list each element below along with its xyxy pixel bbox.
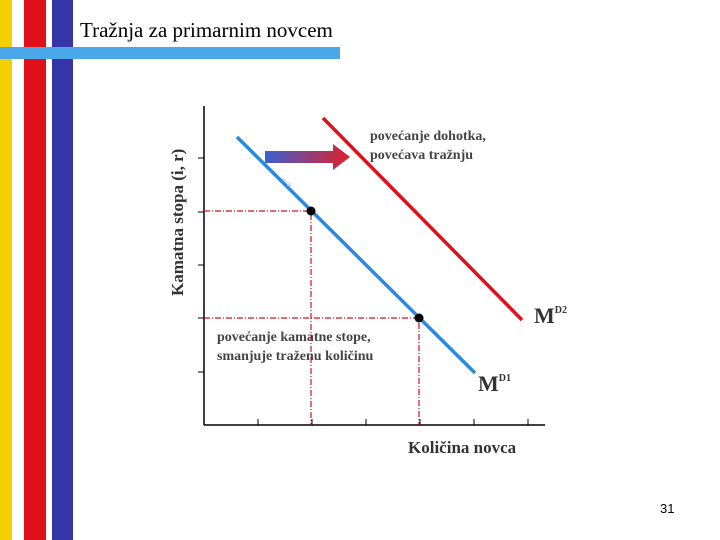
title-bar (0, 47, 340, 59)
slope-arrow: → (274, 165, 304, 195)
curve-label: MD2 (534, 303, 567, 328)
curve-label-main: M (534, 303, 555, 328)
page-number: 31 (660, 501, 674, 516)
x-axis-label: Količina novca (408, 438, 517, 457)
diagram: → Kamatna stopa (i, r) Količina novca po… (168, 106, 567, 457)
curve-md1 (235, 135, 477, 375)
rate-note-line: smanjuje traženu količinu (217, 349, 374, 364)
point (306, 206, 316, 216)
curve-md2 (321, 116, 524, 322)
y-axis-label: Kamatna stopa (i, r) (168, 149, 187, 296)
stripe-yellow (0, 0, 12, 540)
curve-label-sup: D1 (499, 373, 511, 384)
point (414, 313, 424, 323)
curve-label: MD1 (478, 371, 511, 396)
income-note-line: povećava tražnju (370, 148, 473, 163)
shift-arrow (265, 144, 350, 170)
stripe-blue (52, 0, 73, 540)
curve-label-main: M (478, 371, 499, 396)
income-note-line: povećanje dohotka, (370, 129, 486, 144)
guide-lines (204, 210, 420, 425)
ticks (198, 157, 529, 425)
curve-label-sup: D2 (555, 305, 567, 316)
stripe-red (24, 0, 46, 540)
title: Tražnja za primarnim novcem (80, 18, 333, 42)
rate-note-line: povećanje kamatne stope, (217, 330, 371, 345)
